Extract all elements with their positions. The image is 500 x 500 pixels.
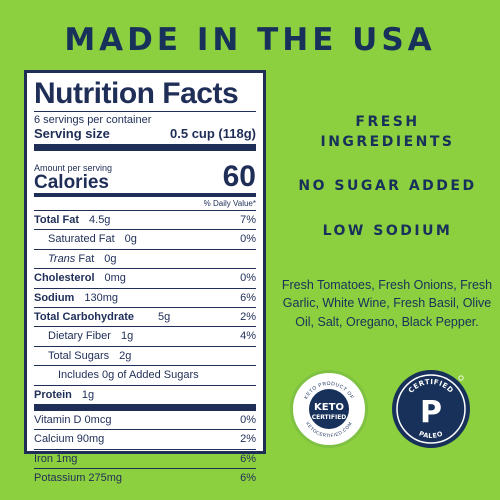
- claim-low-sodium: LOW SODIUM: [322, 223, 453, 239]
- nutrient-row-dietary-fiber: Dietary Fiber 1g 4%: [34, 326, 256, 345]
- nutrient-label: Trans: [48, 252, 76, 265]
- nutrient-row-sodium: Sodium 130mg 6%: [34, 287, 256, 307]
- nutrient-row-total-carbohydrate: Total Carbohydrate 5g 2%: [34, 306, 256, 326]
- nutrient-label: Sodium: [34, 291, 75, 304]
- nutrient-amount: 1g: [81, 388, 95, 401]
- paleo-badge-bottom: PALEO: [418, 429, 444, 440]
- nutrient-label: Total Carbohydrate: [34, 310, 135, 323]
- serving-size-label: Serving size: [34, 126, 110, 141]
- claim-no-sugar-added: NO SUGAR ADDED: [298, 178, 477, 194]
- svg-text:CERTIFIED: CERTIFIED: [407, 378, 455, 395]
- nutrient-label: Iron 1mg: [34, 452, 78, 465]
- nutrient-row-trans-fat: Trans Fat 0g: [34, 248, 256, 268]
- registered-mark-icon: [458, 375, 464, 381]
- svg-text:PALEO: PALEO: [418, 429, 445, 440]
- nutrient-dv: 2%: [240, 310, 256, 323]
- nutrient-row-iron: Iron 1mg 6%: [34, 448, 256, 468]
- nutrient-dv: 0%: [240, 272, 256, 285]
- nutrient-amount: 5g: [158, 310, 171, 323]
- keto-badge-bottom: CERTIFIED: [312, 414, 347, 421]
- nutrition-facts-panel: Nutrition Facts 6 servings per container…: [24, 70, 266, 484]
- nutrient-amount: 130mg: [84, 291, 118, 304]
- paleo-certified-badge: CERTIFIED P PALEO: [392, 370, 470, 448]
- nutrient-dv: 0%: [240, 413, 256, 426]
- keto-inner-circle: [309, 389, 349, 429]
- nutrient-dv: 2%: [240, 433, 256, 446]
- nutrient-label: Dietary Fiber: [48, 330, 111, 343]
- made-in-usa-headline: MADE IN THE USA: [64, 22, 436, 58]
- nutrient-row-added-sugars: Includes 0g of Added Sugars: [34, 365, 256, 384]
- nutrient-dv: 0%: [240, 233, 256, 246]
- nutrient-row-saturated-fat: Saturated Fat 0g 0%: [34, 229, 256, 248]
- nutrient-amount: 0g: [104, 252, 117, 265]
- nutrient-row-calcium: Calcium 90mg 2%: [34, 429, 256, 448]
- nutrient-dv: 4%: [240, 330, 256, 343]
- nutrient-label: Protein: [34, 388, 72, 401]
- calories-value: 60: [222, 160, 256, 193]
- nutrient-amount: 0g: [124, 233, 137, 246]
- nutrient-amount: 0mg: [104, 272, 126, 285]
- nutrient-dv: 6%: [240, 472, 256, 485]
- nutrient-row-total-sugars: Total Sugars 2g: [34, 345, 256, 365]
- nutrition-facts-title: Nutrition Facts: [34, 77, 239, 110]
- nutrient-dv: 6%: [240, 452, 256, 465]
- nutrient-row-total-fat: Total Fat 4.5g 7%: [34, 210, 256, 229]
- calories-label: Calories: [34, 172, 109, 193]
- nutrient-label: Potassium 275mg: [34, 472, 123, 485]
- daily-value-header: % Daily Value*: [34, 193, 256, 210]
- nutrient-label-suffix: Fat: [78, 252, 95, 265]
- serving-size-value: 0.5 cup (118g): [170, 126, 256, 141]
- nutrient-label: Total Fat: [34, 214, 80, 226]
- nutrient-row-vitamin-d: Vitamin D 0mcg 0%: [34, 403, 256, 429]
- paleo-letter-icon: P: [420, 395, 442, 430]
- paleo-badge-top: CERTIFIED: [407, 378, 455, 395]
- nutrient-label: Cholesterol: [34, 272, 95, 285]
- keto-badge-top: KETO: [314, 402, 344, 413]
- paleo-ring: [396, 374, 466, 444]
- nutrient-row-cholesterol: Cholesterol 0mg 0%: [34, 268, 256, 287]
- calories-section: Amount per serving Calories 60: [34, 144, 256, 193]
- nutrient-label: Calcium 90mg: [34, 433, 105, 446]
- nutrient-dv: 7%: [240, 214, 256, 226]
- nutrient-amount: 2g: [119, 349, 132, 362]
- keto-certified-badge: KETO PRODUCT OF KETOCERTIFIED.COM KETO C…: [290, 370, 368, 448]
- nutrient-label: Vitamin D 0mcg: [34, 413, 112, 426]
- nutrient-amount: 4.5g: [89, 214, 111, 226]
- nutrient-row-protein: Protein 1g: [34, 384, 256, 404]
- claim-line: INGREDIENTS: [320, 134, 455, 150]
- claim-fresh-ingredients: FRESH INGREDIENTS: [275, 112, 500, 152]
- amount-per-serving: Amount per serving: [34, 163, 113, 173]
- servings-per-container: 6 servings per container: [34, 111, 256, 126]
- nutrient-amount: 1g: [120, 330, 134, 343]
- serving-size-row: Serving size 0.5 cup (118g): [34, 126, 256, 141]
- nutrient-dv: 6%: [240, 291, 256, 304]
- nutrient-label: Total Sugars: [48, 349, 110, 362]
- claim-line: FRESH: [355, 114, 420, 130]
- nutrient-label: Includes 0g of Added Sugars: [58, 369, 199, 382]
- ingredients-list: Fresh Tomatoes, Fresh Onions, Fresh Garl…: [281, 278, 493, 329]
- nutrient-row-potassium: Potassium 275mg 6%: [34, 468, 256, 487]
- nutrient-label: Saturated Fat: [48, 233, 115, 246]
